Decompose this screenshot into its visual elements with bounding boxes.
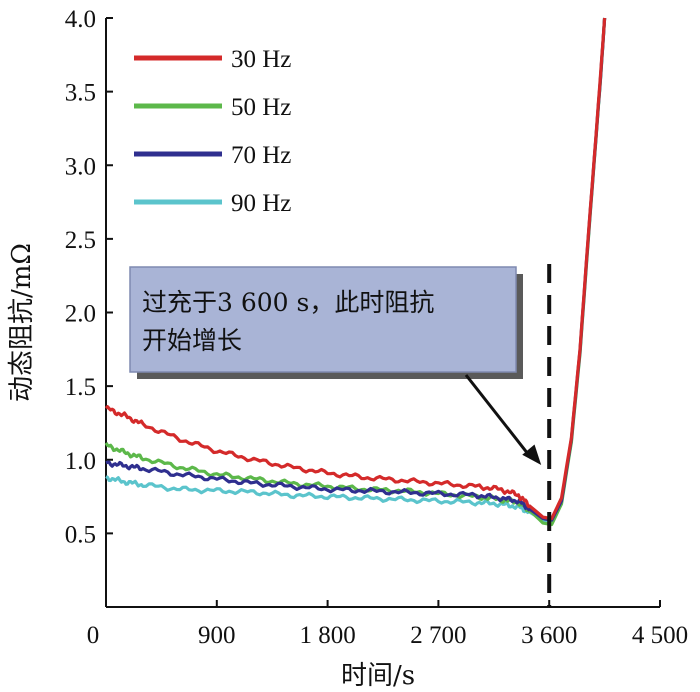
callout-arrow-shaft [464,374,533,459]
y-tick-label: 0.5 [65,521,96,548]
x-tick-label: 900 [198,622,236,649]
callout-arrow-head [522,444,542,466]
callout-text: 开始增长 [142,326,242,355]
x-tick-label: 1 800 [299,622,355,649]
x-tick-label: 3 600 [521,622,577,649]
y-tick-label: 2.5 [65,227,96,254]
chart-plot-area [104,17,607,607]
series-line [104,17,607,521]
series-line [105,17,607,522]
y-axis-title: 动态阻抗/mΩ [7,243,37,402]
y-tick-label: 3.0 [65,153,96,180]
y-tick-label: 2.0 [65,301,96,328]
y-tick-label: 1.0 [65,448,96,475]
callout-text: 过充于3 600 s，此时阻抗 [142,288,434,317]
x-origin-label: 0 [87,622,100,649]
legend-label: 30 Hz [231,46,291,73]
y-tick-label: 3.5 [65,80,96,107]
legend-label: 50 Hz [231,94,291,121]
chart-axes: 0.5 1.0 1.5 2.0 2.5 3.0 3.5 4.0 900 1 800 2 700 3 6… [7,6,688,691]
chart-legend: 30 Hz 50 Hz 70 Hz 90 Hz [134,46,291,217]
y-tick-label: 1.5 [65,374,96,401]
callout-box [129,266,517,373]
legend-label: 90 Hz [231,190,291,217]
x-tick-label: 2 700 [410,622,466,649]
x-axis-title: 时间/s [341,661,415,691]
x-tick-label: 4 500 [632,622,688,649]
y-tick-label: 4.0 [65,6,96,33]
legend-label: 70 Hz [231,142,291,169]
